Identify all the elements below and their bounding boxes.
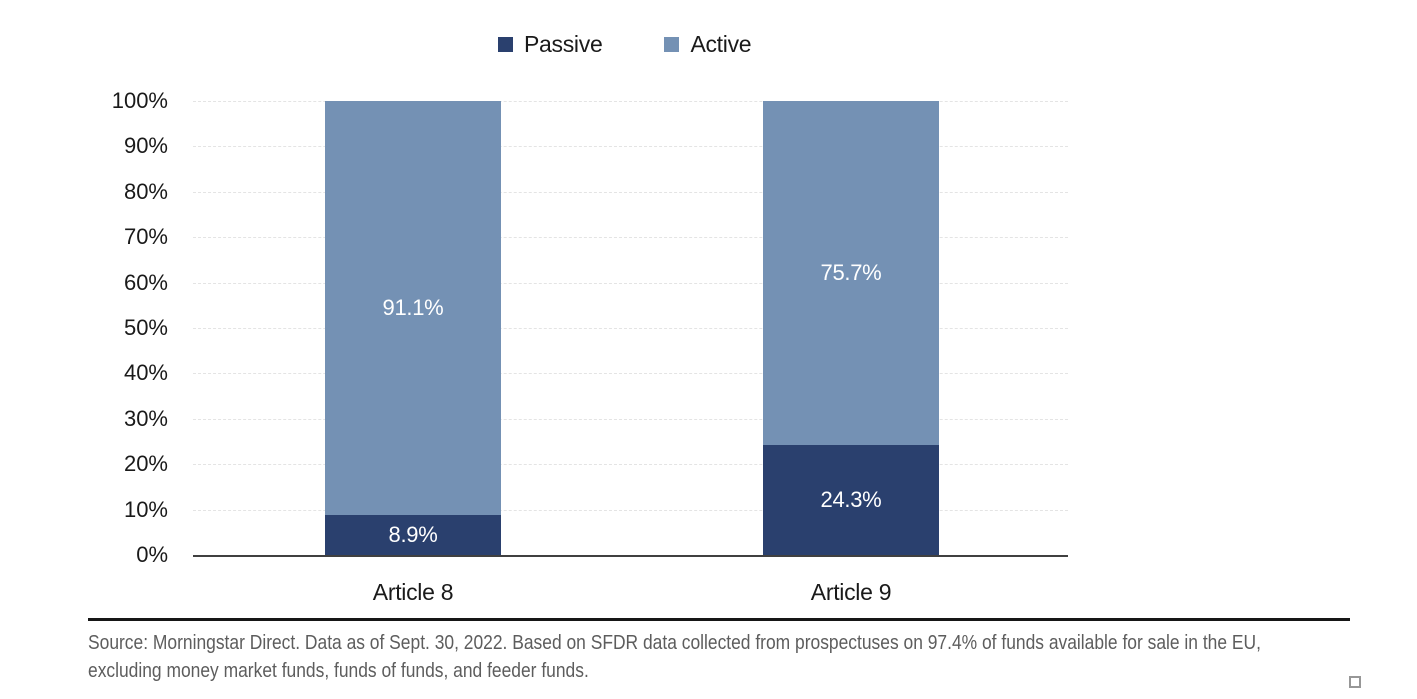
y-tick-label: 70%: [123, 224, 168, 250]
gridline: [193, 328, 1068, 329]
legend-swatch-passive: [498, 37, 513, 52]
x-axis-label-article-8: Article 8: [372, 579, 454, 605]
gridline: [193, 509, 1068, 511]
bar-segment-article-9-passive: 24.3%: [763, 444, 939, 555]
bar-article-9: 24.3% 75.7%: [763, 101, 939, 555]
bar-value-label: 75.7%: [820, 259, 882, 285]
y-tick-label: 0%: [136, 542, 168, 567]
gridline: [193, 282, 1068, 284]
gridline: [193, 101, 1068, 102]
source-note: Source: Morningstar Direct. Data as of S…: [88, 629, 1417, 685]
bar-segment-article-9-active: 75.7%: [763, 101, 939, 445]
y-tick-label: 50%: [123, 315, 168, 340]
source-note-line-1: Source: Morningstar Direct. Data as of S…: [88, 631, 1261, 654]
gridline: [193, 191, 1068, 193]
legend-label: Active: [690, 31, 752, 57]
y-tick-label: 40%: [123, 360, 168, 386]
y-tick-label: 10%: [123, 496, 168, 522]
gridline: [193, 373, 1068, 375]
gridline: [193, 146, 1068, 148]
gridline: [193, 464, 1068, 466]
gridline: [193, 237, 1068, 239]
y-tick-label: 20%: [123, 451, 168, 477]
x-axis-label-article-9: Article 9: [810, 579, 892, 605]
x-axis-line: [193, 555, 1068, 557]
gridline: [193, 418, 1068, 420]
bar-segment-article-8-active: 91.1%: [325, 101, 501, 515]
bar-article-8: 8.9% 91.1%: [325, 101, 501, 555]
bar-value-label: 91.1%: [382, 294, 444, 320]
legend-label: Passive: [524, 31, 603, 57]
bar-segment-article-8-passive: 8.9%: [325, 514, 501, 555]
footer-divider: [88, 618, 1350, 621]
bar-value-label: 24.3%: [820, 486, 882, 512]
legend-item-passive: Passive: [498, 31, 603, 58]
plot-area: 0% 10% 20% 30% 40% 50% 60% 70% 80% 90% 100% 8.9% 91.…: [112, 88, 1068, 605]
source-note-line-2: excluding money market funds, funds of f…: [88, 659, 589, 682]
y-tick-label: 80%: [123, 178, 168, 204]
y-tick-label: 100%: [111, 88, 168, 113]
legend-swatch-active: [664, 37, 680, 52]
y-tick-label: 90%: [123, 133, 168, 159]
bar-value-label: 8.9%: [388, 521, 438, 547]
y-tick-label: 60%: [123, 269, 168, 295]
chart-legend: Passive Active: [498, 31, 752, 58]
corner-square-icon: [1349, 676, 1361, 688]
legend-item-active: Active: [664, 31, 752, 58]
y-tick-label: 30%: [123, 405, 168, 431]
